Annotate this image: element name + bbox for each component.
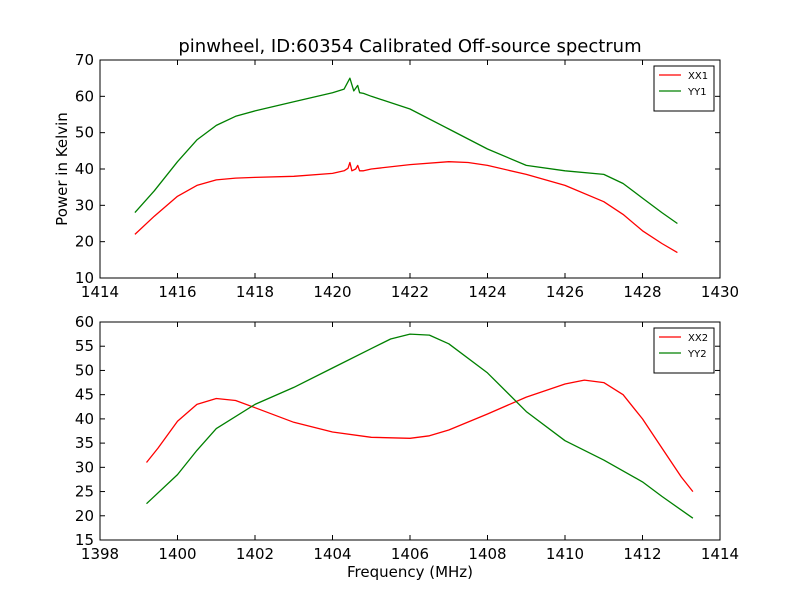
- chart-2-x-tick-label: 1412: [623, 545, 661, 563]
- chart-1-y-tick-label: 20: [75, 233, 94, 251]
- chart-2-x-tick-label: 1400: [158, 545, 196, 563]
- chart-1-x-tick-label: 1414: [81, 283, 119, 301]
- chart-1-x-tick-label: 1424: [468, 283, 506, 301]
- chart-2-legend-label-xx2: XX2: [688, 333, 708, 344]
- chart-1-x-tick-label: 1426: [546, 283, 584, 301]
- chart-2-x-tick-label: 1410: [546, 545, 584, 563]
- chart-2-x-tick-label: 1398: [81, 545, 119, 563]
- chart-1-y-tick-label: 30: [75, 196, 94, 214]
- chart-1-x-tick-label: 1428: [623, 283, 661, 301]
- chart-2-panel: 1398 1400 1402 1404 1406 1408 1410 1412 1414 15 20…: [75, 313, 739, 581]
- chart-2-y-tick-label: 55: [75, 337, 94, 355]
- chart-1-y-tick-label: 40: [75, 160, 94, 178]
- chart-2-series-yy2-line: [146, 333, 694, 519]
- chart-2-x-axis-label: Frequency (MHz): [347, 563, 473, 581]
- chart-2-series-xx2-line: [145, 379, 694, 493]
- chart-1-legend-label-xx1: XX1: [688, 71, 708, 82]
- chart-2-x-tick-label: 1414: [701, 545, 739, 563]
- chart-2-y-tick-label: 30: [75, 458, 94, 476]
- chart-1-legend-box: [653, 65, 715, 112]
- chart-2-x-tick-label: 1408: [468, 545, 506, 563]
- chart-2-y-tick-label: 15: [75, 531, 94, 549]
- chart-1-x-tick-label: 1418: [236, 283, 274, 301]
- chart-2-y-tick-label: 20: [75, 507, 94, 525]
- chart-2-x-tick-label: 1404: [313, 545, 351, 563]
- chart-1-y-tick-label: 10: [75, 269, 94, 287]
- chart-2-x-tick-label: 1402: [236, 545, 274, 563]
- chart-1-panel: 1414 1416 1418 1420 1422 1424 1426 1428 1430 10 20…: [53, 51, 739, 301]
- chart-1-x-tick-label: 1430: [701, 283, 739, 301]
- chart-2-y-tick-label: 35: [75, 434, 94, 452]
- chart-2-y-tick-label: 45: [75, 386, 94, 404]
- chart-1-y-tick-label: 50: [75, 124, 94, 142]
- chart-1-series-yy1-line: [134, 77, 678, 225]
- chart-1-x-tick-label: 1416: [158, 283, 196, 301]
- chart-2-legend-label-yy2: YY2: [687, 349, 707, 360]
- chart-1-y-tick-label: 70: [75, 51, 94, 69]
- chart-1-y-tick-label: 60: [75, 87, 94, 105]
- chart-2-y-tick-label: 40: [75, 410, 94, 428]
- chart-2-y-tick-label: 50: [75, 361, 94, 379]
- chart-1-title: pinwheel, ID:60354 Calibrated Off-source…: [178, 36, 641, 57]
- chart-2-y-tick-label: 60: [75, 313, 94, 331]
- chart-2-legend-box: [653, 327, 715, 374]
- chart-1-series-xx1-line: [134, 161, 678, 254]
- chart-1-x-tick-label: 1420: [313, 283, 351, 301]
- chart-1-x-tick-label: 1422: [391, 283, 429, 301]
- chart-1-y-axis-label: Power in Kelvin: [53, 112, 71, 226]
- chart-1-legend-label-yy1: YY1: [687, 87, 707, 98]
- chart-2-y-tick-label: 25: [75, 483, 94, 501]
- chart-2-x-tick-label: 1406: [391, 545, 429, 563]
